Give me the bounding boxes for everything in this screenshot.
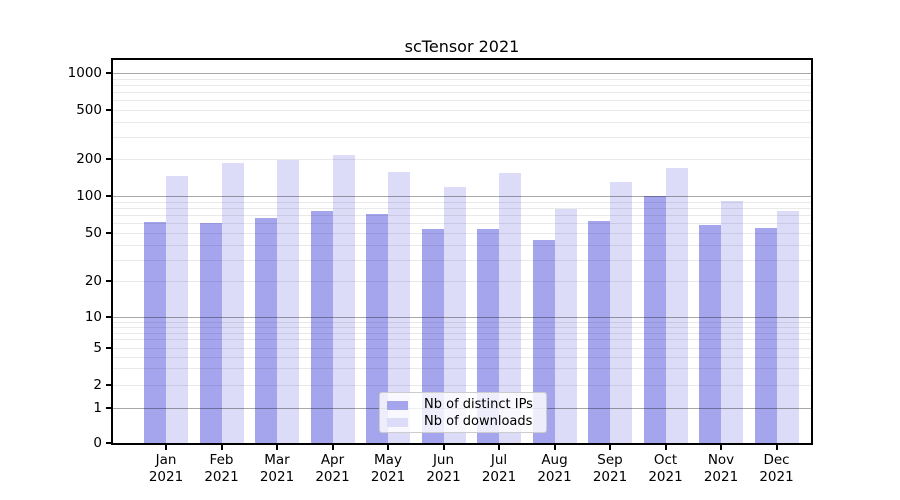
bar-distinct-ips-mar: [255, 218, 277, 443]
legend-label-downloads: Nb of downloads: [424, 414, 533, 429]
y-tick-mark: [106, 195, 111, 197]
y-tick-mark: [106, 280, 111, 282]
x-tick-mark: [498, 445, 500, 450]
bar-distinct-ips-jan: [144, 222, 166, 443]
legend-swatch-downloads: [387, 417, 408, 427]
x-tick-label-dec: Dec 2021: [759, 452, 794, 485]
y-tick-label: 5: [93, 339, 102, 356]
bar-downloads-feb: [221, 163, 244, 443]
x-tick-mark: [165, 445, 167, 450]
bar-distinct-ips-dec: [754, 227, 777, 443]
x-tick-label-may: May 2021: [370, 452, 406, 485]
bar-downloads-sep: [610, 181, 632, 443]
x-tick-mark: [331, 445, 334, 450]
bar-downloads-dec: [776, 210, 799, 443]
bar-distinct-ips-nov: [699, 225, 721, 443]
x-tick-mark: [220, 445, 223, 450]
bar-downloads-apr: [332, 154, 355, 443]
legend-item-distinct-ips: Nb of distinct IPs: [380, 397, 546, 413]
x-tick-label-jan: Jan 2021: [148, 452, 184, 485]
x-tick-label-aug: Aug 2021: [537, 452, 572, 485]
y-tick-mark: [106, 72, 111, 74]
x-tick-label-mar: Mar 2021: [259, 452, 295, 485]
bar-downloads-jun: [443, 187, 466, 443]
y-tick-mark: [106, 384, 111, 386]
y-tick-mark: [106, 158, 111, 160]
bar-distinct-ips-oct: [643, 196, 666, 443]
bar-downloads-jul: [499, 172, 521, 443]
y-tick-label: 1: [93, 400, 102, 416]
y-tick-label: 1000: [67, 65, 102, 81]
legend-swatch-ips: [387, 400, 408, 410]
x-tick-mark: [720, 445, 722, 450]
y-tick-label: 20: [84, 273, 102, 289]
bar-downloads-nov: [721, 201, 743, 443]
plot-area: [111, 58, 813, 445]
x-tick-label-jul: Jul 2021: [481, 452, 517, 485]
x-tick-label-sep: Sep 2021: [592, 452, 628, 485]
y-tick-mark: [106, 346, 111, 349]
x-tick-label-nov: Nov 2021: [703, 452, 739, 485]
y-tick-label: 2: [93, 377, 102, 393]
y-tick-mark: [106, 442, 111, 444]
bar-downloads-may: [388, 171, 410, 443]
x-tick-mark: [442, 445, 445, 450]
y-tick-label: 10: [84, 309, 102, 325]
bar-distinct-ips-jul: [477, 228, 499, 443]
x-tick-mark: [664, 445, 667, 450]
bar-distinct-ips-jun: [421, 228, 444, 443]
bar-downloads-oct: [665, 168, 688, 443]
bar-distinct-ips-feb: [199, 223, 222, 443]
y-tick-mark: [106, 109, 111, 111]
y-tick-label: 200: [76, 151, 102, 167]
x-tick-label-feb: Feb 2021: [204, 452, 239, 485]
bar-downloads-aug: [554, 209, 577, 443]
y-tick-mark: [106, 316, 111, 318]
legend-item-downloads: Nb of downloads: [380, 414, 546, 430]
x-tick-mark: [775, 445, 778, 450]
x-tick-label-apr: Apr 2021: [315, 452, 350, 485]
bars-layer: [113, 60, 811, 443]
chart-title: scTensor 2021: [404, 37, 520, 56]
x-tick-label-oct: Oct 2021: [648, 452, 683, 485]
y-tick-mark: [106, 232, 111, 234]
x-tick-mark: [609, 445, 611, 450]
x-tick-mark: [276, 445, 278, 450]
x-tick-mark: [553, 445, 556, 450]
y-tick-mark: [106, 407, 111, 409]
y-tick-label: 500: [76, 102, 102, 118]
y-tick-label: 0: [93, 435, 102, 451]
x-tick-label-jun: Jun 2021: [426, 452, 461, 485]
legend: Nb of distinct IPs Nb of downloads: [379, 392, 547, 433]
bar-distinct-ips-sep: [588, 220, 610, 443]
bar-distinct-ips-apr: [310, 211, 333, 443]
x-tick-mark: [387, 445, 389, 450]
bar-downloads-mar: [277, 160, 299, 443]
legend-label-ips: Nb of distinct IPs: [424, 397, 533, 412]
y-tick-label: 100: [76, 188, 102, 204]
y-tick-label: 50: [84, 225, 102, 241]
bar-downloads-jan: [166, 176, 188, 443]
